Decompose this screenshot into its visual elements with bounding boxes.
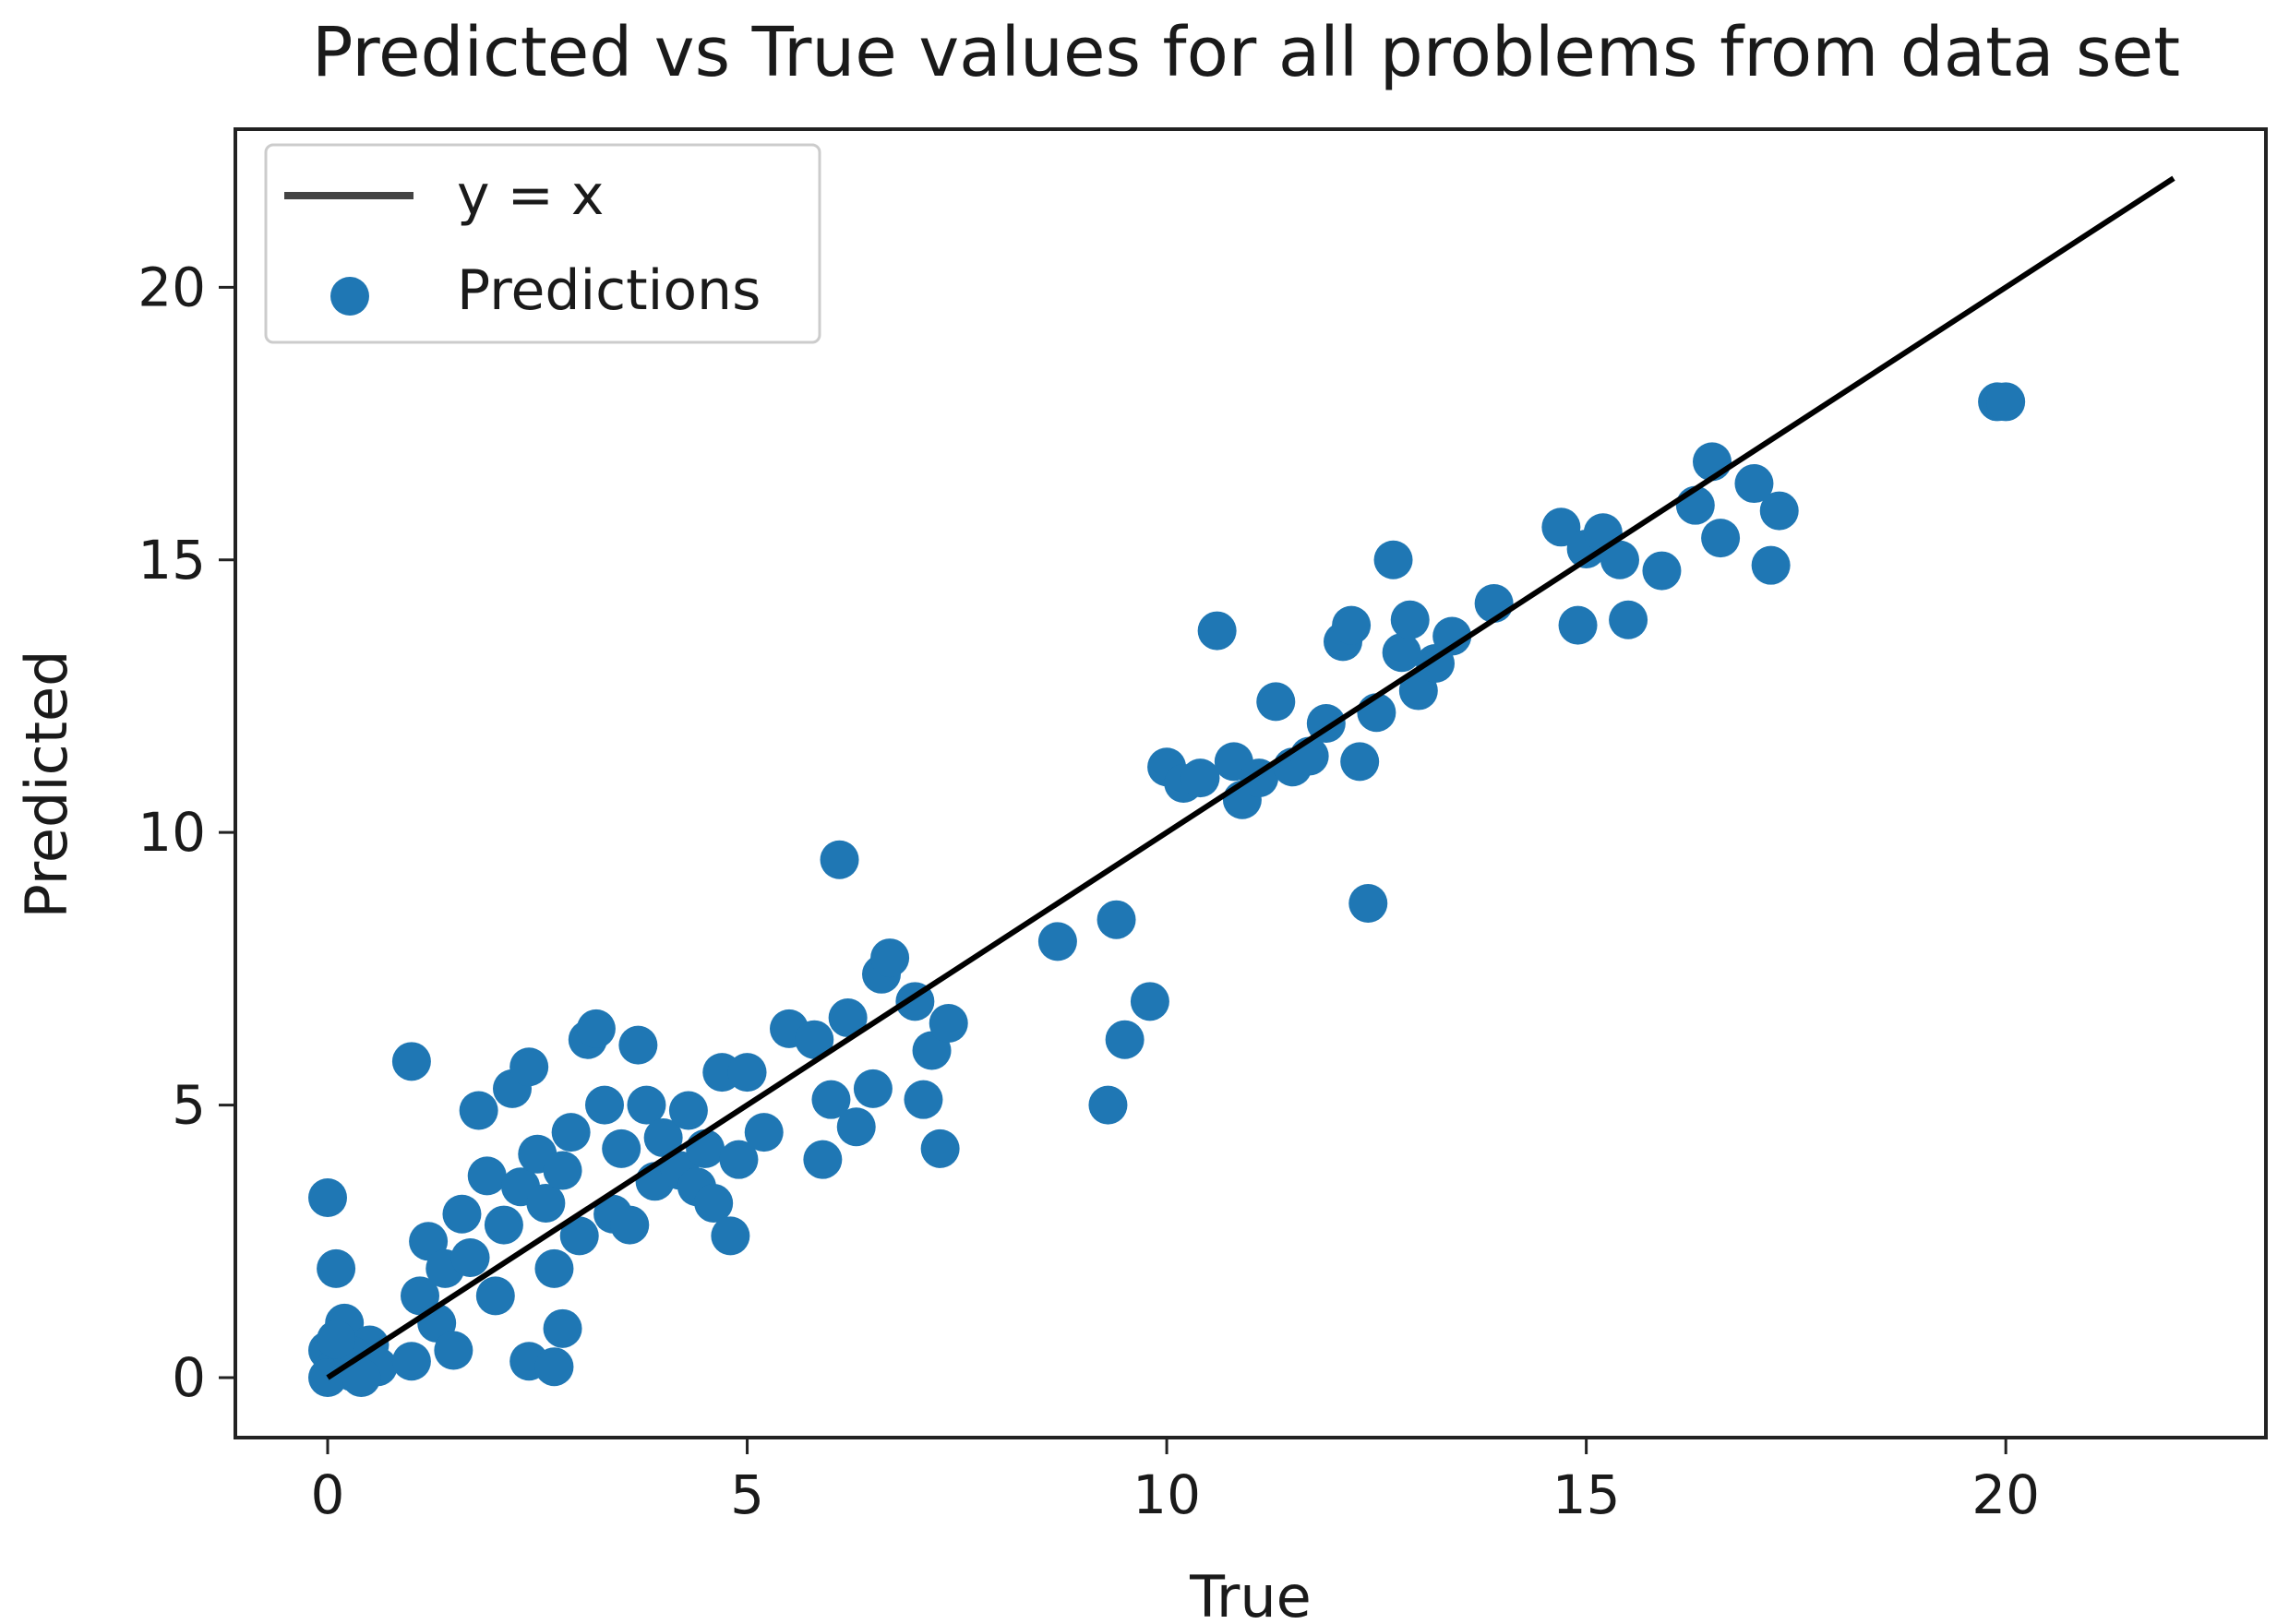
legend-label-predictions: Predictions: [457, 258, 761, 323]
x-axis-label: True: [1189, 1563, 1312, 1624]
legend-label-line: y = x: [457, 163, 604, 228]
data-point: [1097, 900, 1136, 939]
data-point: [1751, 545, 1791, 585]
data-point: [803, 1140, 843, 1179]
data-point: [317, 1320, 356, 1359]
x-tick-label: 0: [311, 1463, 345, 1526]
y-axis-label: Predicted: [13, 650, 80, 918]
data-point: [534, 1347, 574, 1387]
data-point: [1197, 611, 1237, 651]
y-tick-label: 15: [138, 529, 206, 591]
data-point: [391, 1042, 431, 1081]
data-point: [727, 1053, 767, 1093]
data-point: [1432, 616, 1472, 656]
data-point: [1558, 605, 1598, 645]
data-point: [534, 1248, 574, 1288]
data-point: [442, 1194, 482, 1234]
y-tick-label: 10: [138, 801, 206, 864]
data-point: [1340, 742, 1380, 782]
data-point: [602, 1128, 641, 1168]
data-point: [526, 1183, 566, 1223]
chart-title: Predicted vs True values for all problem…: [312, 13, 2180, 92]
data-point: [929, 1003, 968, 1043]
data-point: [434, 1331, 473, 1370]
data-point: [585, 1085, 624, 1125]
data-point: [1130, 982, 1169, 1021]
plot-frame: [234, 127, 2268, 1439]
y-tick-label: 20: [138, 256, 206, 318]
y-tick-label: 0: [172, 1346, 206, 1409]
data-point: [668, 1091, 708, 1130]
data-point: [719, 1140, 759, 1179]
x-tick-label: 20: [1971, 1463, 2040, 1526]
data-point: [342, 1358, 381, 1398]
data-point: [853, 1069, 893, 1108]
data-point: [1759, 491, 1799, 531]
data-point: [920, 1128, 960, 1168]
x-tick-label: 10: [1133, 1463, 1201, 1526]
data-point: [543, 1308, 582, 1348]
data-point: [459, 1091, 498, 1130]
data-point: [543, 1151, 582, 1190]
data-point: [711, 1216, 750, 1256]
data-point: [1642, 551, 1682, 591]
data-point: [643, 1118, 683, 1158]
data-point: [618, 1025, 658, 1065]
data-point: [1256, 682, 1296, 722]
data-point: [1541, 508, 1581, 547]
data-point: [828, 998, 868, 1038]
data-point: [559, 1216, 599, 1256]
data-point: [467, 1156, 507, 1196]
data-point: [317, 1248, 356, 1288]
data-point: [1390, 600, 1430, 639]
data-point: [627, 1085, 666, 1125]
data-point: [308, 1178, 347, 1218]
data-point: [694, 1183, 734, 1223]
data-point: [1037, 922, 1077, 961]
data-point: [870, 938, 910, 978]
y-tick-label: 5: [172, 1074, 206, 1137]
data-point: [1609, 600, 1648, 639]
data-point: [795, 1020, 834, 1059]
data-point: [509, 1047, 549, 1087]
data-point: [811, 1080, 851, 1119]
x-axis: 0 5 10 15 20: [311, 1438, 2040, 1526]
data-point: [1088, 1085, 1128, 1125]
data-point: [475, 1276, 515, 1316]
reference-line-y-equals-x: [326, 175, 2175, 1380]
data-point: [1373, 540, 1413, 579]
data-point: [1701, 519, 1741, 558]
data-point: [1332, 605, 1372, 645]
data-point: [1105, 1020, 1144, 1059]
data-point: [450, 1238, 490, 1278]
data-point: [820, 840, 859, 879]
data-point: [484, 1205, 523, 1245]
legend: y = x Predictions: [264, 143, 821, 344]
data-point: [610, 1205, 650, 1245]
x-tick-label: 5: [730, 1463, 764, 1526]
plot-marks: [308, 175, 2175, 1398]
data-point: [1180, 758, 1220, 798]
data-point: [576, 1009, 616, 1048]
data-point: [551, 1113, 591, 1152]
data-point: [1734, 464, 1774, 504]
data-point: [1382, 633, 1421, 673]
data-point: [1986, 382, 2026, 422]
y-axis: 0 5 10 15 20: [138, 256, 235, 1409]
data-point: [836, 1107, 876, 1147]
data-point: [1348, 883, 1388, 923]
x-tick-label: 15: [1552, 1463, 1621, 1526]
data-point: [904, 1080, 943, 1119]
data-point: [391, 1342, 431, 1381]
legend-point-swatch: [330, 277, 369, 316]
data-point: [744, 1113, 784, 1152]
data-point: [1600, 540, 1639, 579]
